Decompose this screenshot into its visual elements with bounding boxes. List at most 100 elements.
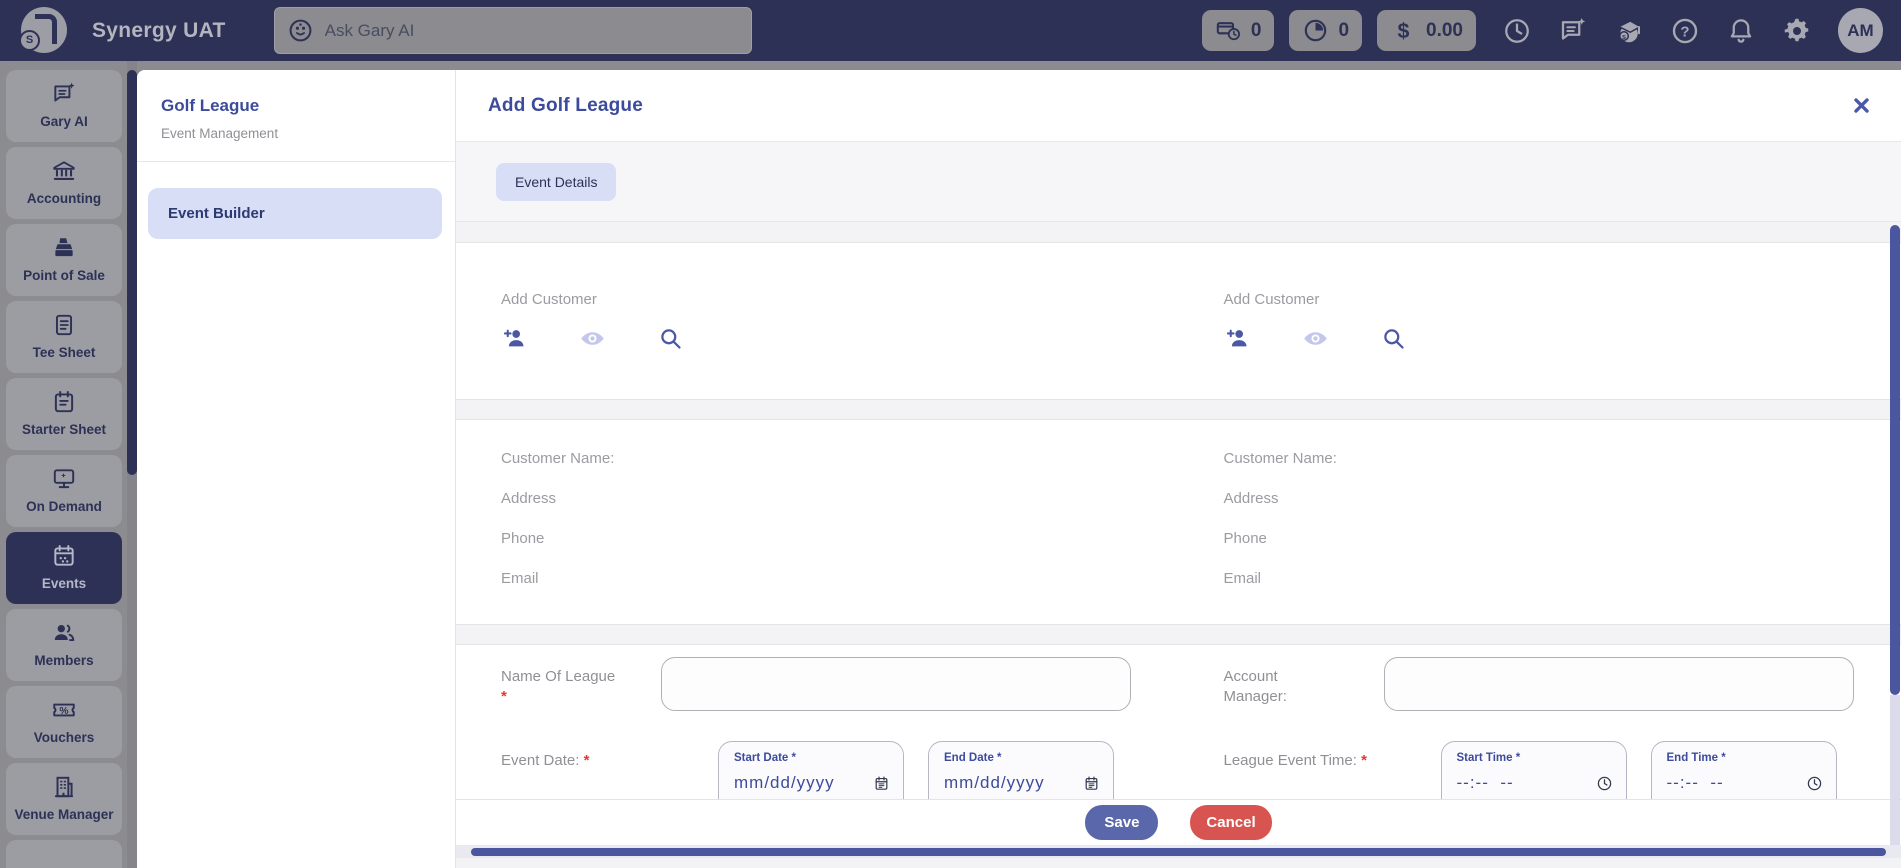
sidebar-scrollbar-thumb[interactable] bbox=[127, 70, 137, 475]
customer-name-label: Customer Name: bbox=[501, 450, 615, 467]
add-person-icon[interactable] bbox=[501, 325, 528, 352]
name-of-league-label: Name Of League * bbox=[501, 668, 616, 706]
navbar-icon[interactable] bbox=[1670, 16, 1700, 46]
start-date-field[interactable]: Start Date * mm/dd/yyyy bbox=[718, 741, 904, 799]
customer-info-card: Customer Name: Address Phone Email Custo… bbox=[456, 420, 1901, 625]
add-person-icon[interactable] bbox=[1224, 325, 1251, 352]
add-customer-column: Add Customer bbox=[456, 243, 1179, 399]
ticket-icon bbox=[51, 697, 77, 723]
form-footer: Save Cancel bbox=[456, 800, 1901, 845]
navbar-icon[interactable] bbox=[1782, 16, 1812, 46]
user-avatar[interactable]: AM bbox=[1838, 8, 1883, 53]
calendar-icon bbox=[51, 543, 77, 569]
phone-label: Phone bbox=[501, 530, 545, 547]
calendar-icon[interactable] bbox=[1083, 775, 1100, 792]
nav-item-event-builder[interactable]: Event Builder bbox=[148, 188, 442, 239]
monitor-icon bbox=[51, 466, 77, 492]
panel-subtitle: Event Management bbox=[161, 126, 279, 141]
address-label: Address bbox=[501, 490, 557, 507]
gear-icon bbox=[1782, 16, 1812, 46]
top-navbar: S Synergy UAT 0 0 0.00 bbox=[0, 0, 1901, 61]
sidebar-scrollbar[interactable] bbox=[127, 61, 137, 868]
counter-pill[interactable]: 0.00 bbox=[1377, 10, 1476, 51]
training-icon bbox=[1614, 16, 1644, 46]
navbar-icon[interactable] bbox=[1726, 16, 1756, 46]
synergy-logo-icon: S bbox=[18, 6, 68, 56]
clock-icon bbox=[1502, 16, 1532, 46]
vertical-scrollbar-thumb[interactable] bbox=[1890, 225, 1900, 695]
modal-title: Add Golf League bbox=[488, 94, 643, 116]
sidebar-item-venue-manager[interactable]: Venue Manager bbox=[6, 763, 122, 835]
view-eye-icon[interactable] bbox=[1302, 325, 1329, 352]
modal-left-panel: Golf League Event Management Event Build… bbox=[137, 70, 456, 868]
add-customer-card: Add Customer Add Customer bbox=[456, 243, 1901, 400]
counter-pill[interactable]: 0 bbox=[1289, 10, 1363, 51]
event-date-label: Event Date: * bbox=[501, 752, 590, 769]
sidebar-item-vouchers[interactable]: Vouchers bbox=[6, 686, 122, 758]
search-customer-icon[interactable] bbox=[1380, 325, 1407, 352]
dollar-icon bbox=[1390, 17, 1417, 44]
horizontal-scrollbar-thumb[interactable] bbox=[471, 847, 1886, 856]
account-manager-label: Account Manager: bbox=[1223, 668, 1287, 706]
sidebar-item-gary-ai[interactable]: Gary AI bbox=[6, 70, 122, 142]
end-time-field[interactable]: End Time * --:-- -- bbox=[1650, 741, 1837, 799]
sidebar-nav: Gary AI Accounting Point of Sale Tee She… bbox=[0, 61, 127, 868]
customer-name-label: Customer Name: bbox=[1223, 450, 1337, 467]
golf-league-modal: Golf League Event Management Event Build… bbox=[137, 70, 1901, 868]
chat-sparkle-icon bbox=[1558, 16, 1588, 46]
phone-label: Phone bbox=[1223, 530, 1267, 547]
section-gap bbox=[456, 400, 1901, 420]
navbar-icon[interactable] bbox=[1558, 16, 1588, 46]
ask-gary-search[interactable] bbox=[273, 7, 752, 54]
app-title: Synergy UAT bbox=[92, 18, 226, 42]
counter-pill[interactable]: 0 bbox=[1201, 10, 1275, 51]
gary-ai-robot-icon bbox=[287, 17, 314, 44]
name-of-league-input[interactable] bbox=[661, 657, 1131, 711]
add-customer-column: Add Customer bbox=[1179, 243, 1901, 399]
building-icon bbox=[51, 774, 77, 800]
save-button[interactable]: Save bbox=[1085, 805, 1159, 840]
calendar-icon[interactable] bbox=[873, 775, 890, 792]
navbar-icon[interactable] bbox=[1614, 16, 1644, 46]
customer-info-column: Customer Name: Address Phone Email bbox=[1179, 420, 1901, 624]
sidebar-item-on-demand[interactable]: On Demand bbox=[6, 455, 122, 527]
clock-icon[interactable] bbox=[1596, 775, 1613, 792]
pie-clock-icon bbox=[1302, 17, 1329, 44]
clipboard-icon bbox=[51, 389, 77, 415]
sidebar-item-partial[interactable] bbox=[6, 840, 122, 868]
chat-sparkle-icon bbox=[51, 81, 77, 107]
sidebar-item-starter-sheet[interactable]: Starter Sheet bbox=[6, 378, 122, 450]
help-icon bbox=[1670, 16, 1700, 46]
modal-main: Add Golf League Event Details Add Custom… bbox=[456, 70, 1901, 868]
view-eye-icon[interactable] bbox=[579, 325, 606, 352]
people-icon bbox=[51, 620, 77, 646]
navbar-icon[interactable] bbox=[1502, 16, 1532, 46]
pos-clock-icon bbox=[1215, 17, 1242, 44]
sidebar-item-accounting[interactable]: Accounting bbox=[6, 147, 122, 219]
sidebar-item-tee-sheet[interactable]: Tee Sheet bbox=[6, 301, 122, 373]
sidebar-item-members[interactable]: Members bbox=[6, 609, 122, 681]
search-input[interactable] bbox=[324, 20, 739, 41]
cancel-button[interactable]: Cancel bbox=[1190, 805, 1272, 840]
account-manager-input[interactable] bbox=[1383, 657, 1854, 711]
league-form-card: Name Of League * Event Date: * Start Dat… bbox=[456, 645, 1901, 800]
search-customer-icon[interactable] bbox=[657, 325, 684, 352]
close-icon[interactable] bbox=[1852, 96, 1871, 115]
league-event-time-label: League Event Time: * bbox=[1223, 752, 1367, 769]
start-time-field[interactable]: Start Time * --:-- -- bbox=[1440, 741, 1627, 799]
sidebar-item-events[interactable]: Events bbox=[6, 532, 122, 604]
sidebar-item-point-of-sale[interactable]: Point of Sale bbox=[6, 224, 122, 296]
horizontal-scrollbar[interactable] bbox=[456, 845, 1901, 858]
end-date-field[interactable]: End Date * mm/dd/yyyy bbox=[928, 741, 1114, 799]
vertical-scrollbar[interactable] bbox=[1890, 225, 1900, 845]
section-separator bbox=[456, 222, 1901, 243]
clock-icon[interactable] bbox=[1806, 775, 1823, 792]
bell-icon bbox=[1726, 16, 1756, 46]
panel-title: Golf League bbox=[161, 96, 260, 115]
bank-icon bbox=[51, 158, 77, 184]
customer-info-column: Customer Name: Address Phone Email bbox=[456, 420, 1179, 624]
tab-event-details[interactable]: Event Details bbox=[496, 162, 617, 201]
address-label: Address bbox=[1223, 490, 1279, 507]
counter-pills: 0 0 0.00 bbox=[1201, 10, 1476, 51]
register-icon bbox=[51, 235, 77, 261]
